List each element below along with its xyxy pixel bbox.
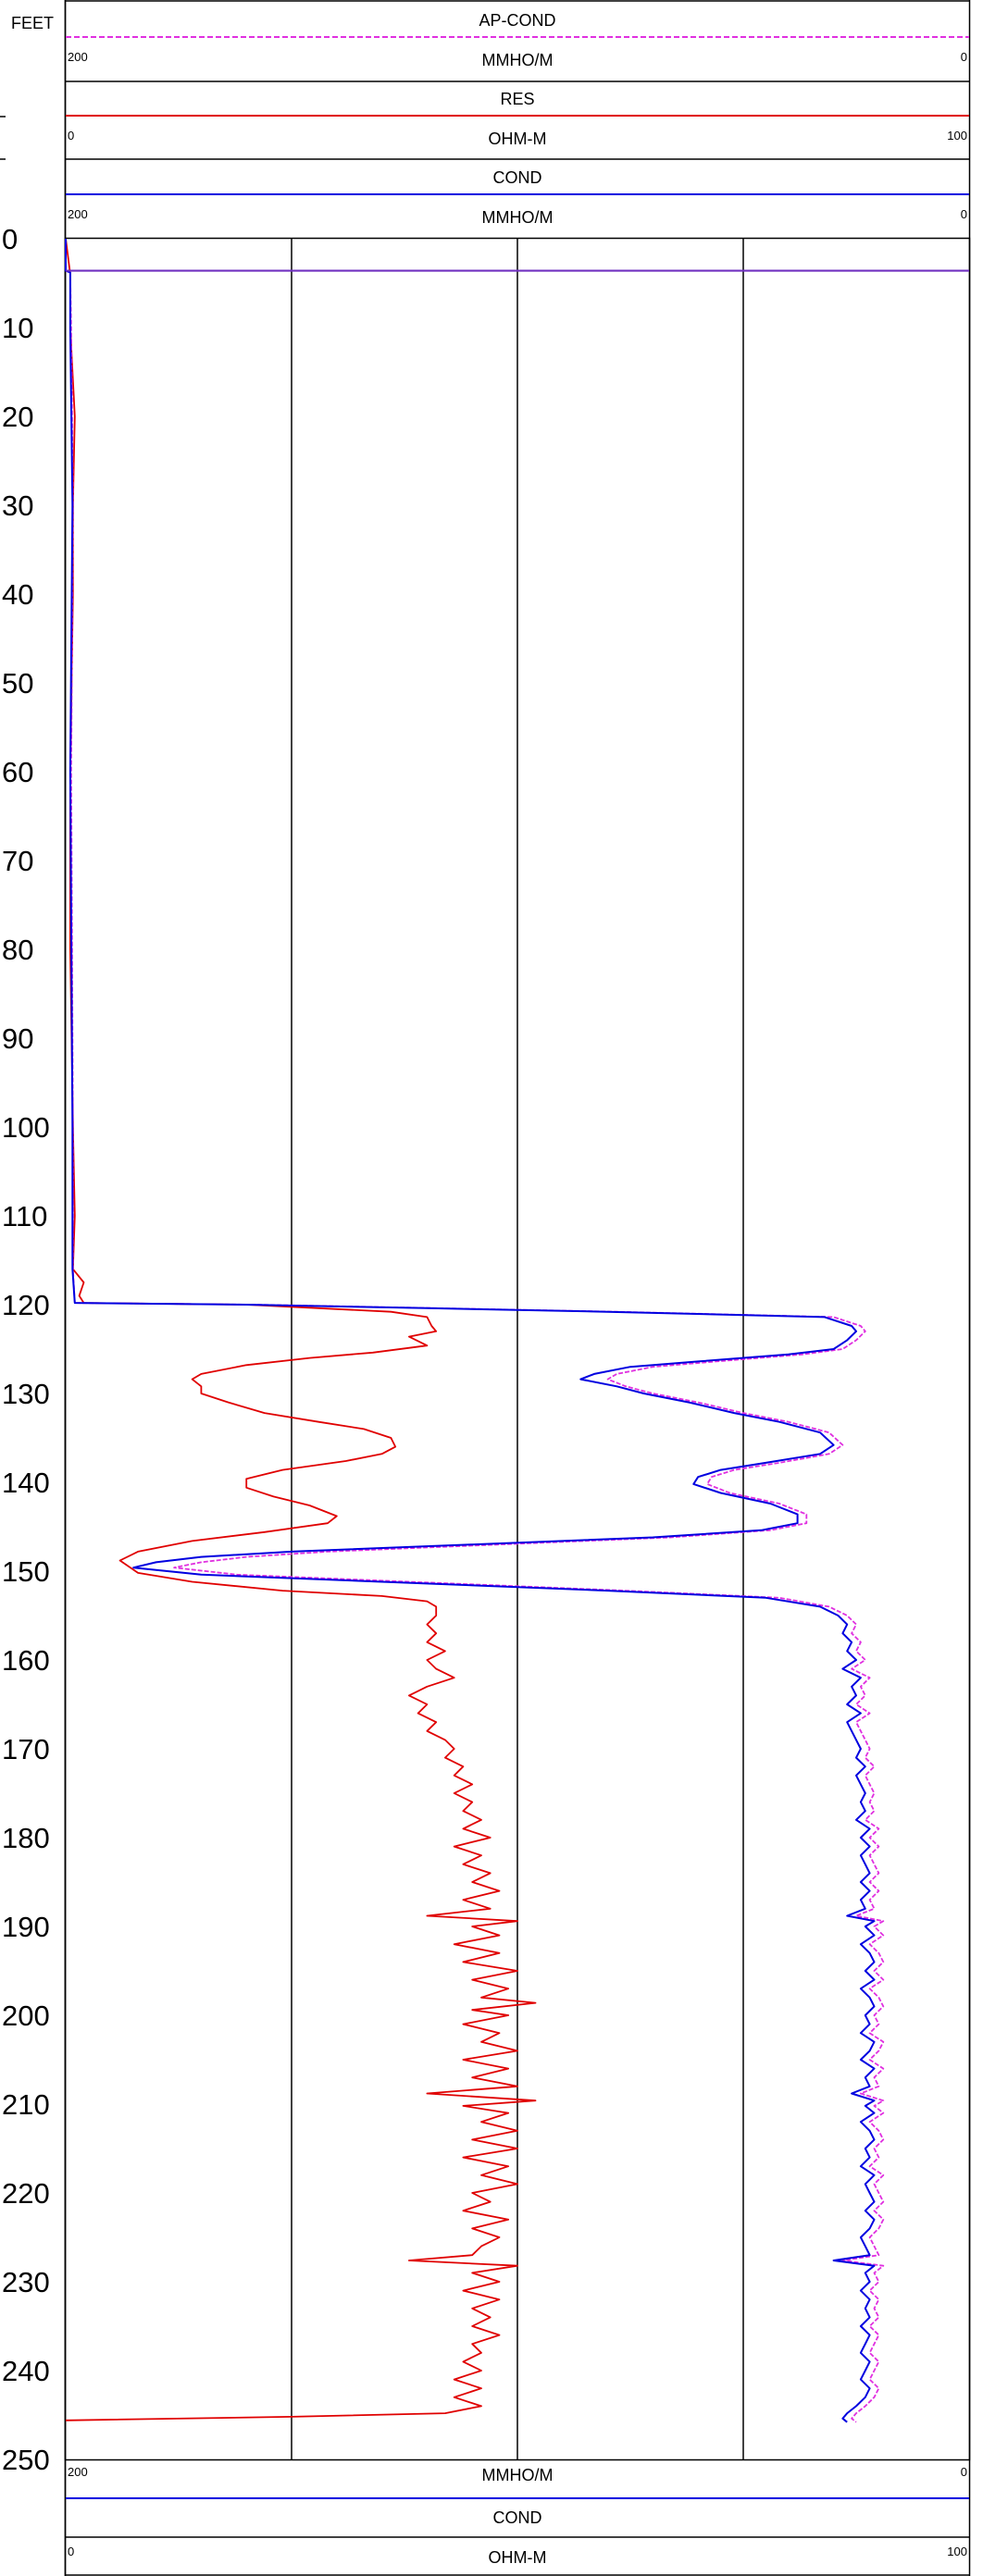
- depth-tick-label: 130: [2, 1378, 50, 1410]
- curve-name-label: AP-COND: [479, 11, 555, 30]
- depth-tick-label: 210: [2, 2088, 50, 2121]
- track-headers: AP-COND 200 MMHO/M 0 RES 0 OHM-M 100 COND 200 MMHO…: [66, 11, 969, 2567]
- depth-tick-label: 240: [2, 2355, 50, 2387]
- depth-tick-label: 80: [2, 934, 33, 966]
- depth-tick-label: 20: [2, 401, 33, 433]
- scale-left-label: 200: [68, 2465, 88, 2479]
- depth-tick-label: 10: [2, 312, 33, 344]
- curve-name-label: COND: [493, 2508, 542, 2527]
- scale-right-label: 100: [947, 2545, 967, 2558]
- depth-tick-label: 160: [2, 1644, 50, 1677]
- depth-tick-label: 50: [2, 667, 33, 700]
- curve-name-label: COND: [493, 168, 542, 187]
- depth-tick-label: 180: [2, 1822, 50, 1854]
- scale-left-label: 200: [68, 207, 88, 221]
- curve-name-label: RES: [500, 90, 534, 108]
- scale-right-label: 100: [947, 129, 967, 142]
- scale-right-label: 0: [961, 50, 967, 64]
- depth-tick-label: 0: [2, 223, 18, 255]
- depth-tick-label: 150: [2, 1555, 50, 1588]
- scale-left-label: 0: [68, 129, 74, 142]
- depth-tick-label: 190: [2, 1911, 50, 1943]
- log-curves: [65, 238, 969, 2423]
- depth-unit-label: FEET: [11, 14, 54, 32]
- depth-tick-label: 40: [2, 578, 33, 611]
- plot-area-border: [64, 237, 971, 2461]
- depth-tick-label: 110: [2, 1200, 47, 1232]
- unit-label: OHM-M: [489, 2548, 547, 2567]
- depth-tick-label: 230: [2, 2266, 50, 2298]
- depth-tick-label: 250: [2, 2444, 50, 2476]
- track-gridlines: [291, 239, 744, 2459]
- depth-tick-label: 70: [2, 845, 33, 877]
- curve-cond: [65, 239, 876, 2423]
- depth-tick-label: 90: [2, 1022, 33, 1055]
- depth-tick-label: 200: [2, 2000, 50, 2032]
- curve-res: [65, 238, 537, 2421]
- depth-tick-label: 60: [2, 756, 33, 788]
- scale-left-label: 200: [68, 50, 88, 64]
- unit-label: MMHO/M: [482, 2466, 554, 2484]
- depth-tick-label: 120: [2, 1289, 50, 1321]
- depth-tick-label: 170: [2, 1733, 50, 1765]
- curve-ap-cond: [65, 239, 885, 2423]
- depth-tick-label: 100: [2, 1111, 50, 1144]
- scale-right-label: 0: [961, 207, 967, 221]
- depth-tick-label: 220: [2, 2177, 50, 2210]
- depth-tick-label: 30: [2, 489, 33, 522]
- scale-left-label: 0: [68, 2545, 74, 2558]
- scale-right-label: 0: [961, 2465, 967, 2479]
- unit-label: OHM-M: [489, 130, 547, 148]
- unit-label: MMHO/M: [482, 208, 554, 227]
- depth-tick-label: 140: [2, 1467, 50, 1499]
- unit-label: MMHO/M: [482, 51, 554, 69]
- depth-axis: 0 10 20 30 40 50 60 70 80 90 100 110 120 130 140 150 160…: [2, 223, 50, 2476]
